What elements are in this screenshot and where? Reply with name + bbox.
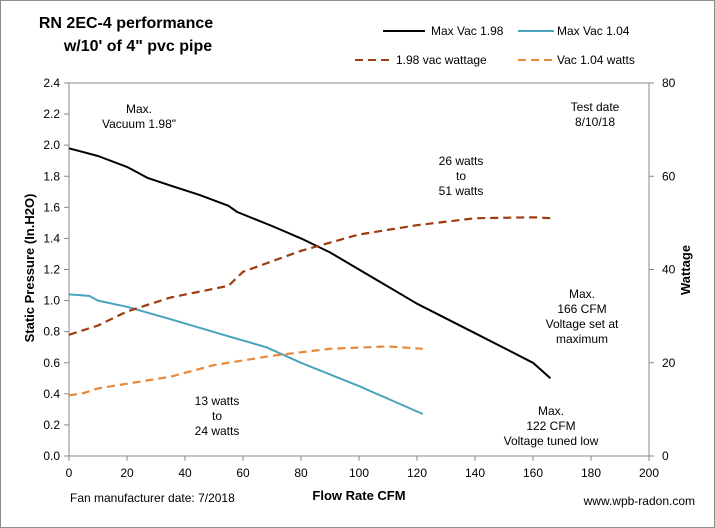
y-tick-label: 2.2 (43, 107, 60, 121)
series-line-3 (68, 216, 551, 336)
y2-tick-label: 60 (662, 169, 676, 183)
y-tick-label: 0.4 (43, 387, 60, 401)
y-tick-label: 1.8 (43, 169, 60, 183)
x-tick-label: 200 (639, 466, 659, 480)
footer-website: www.wpb-radon.com (583, 494, 695, 508)
x-tick-label: 60 (236, 466, 250, 480)
annotation-line: 51 watts (439, 184, 484, 198)
y-tick-label: 0.2 (43, 418, 60, 432)
x-tick-label: 80 (294, 466, 308, 480)
annotation-line: maximum (556, 332, 608, 346)
x-tick-label: 120 (407, 466, 427, 480)
chart-title-line-1: RN 2EC-4 performance (39, 15, 213, 32)
series-line-1 (68, 147, 552, 380)
annotation-line: to (456, 169, 466, 183)
y-tick-label: 0.0 (43, 449, 60, 463)
annotation-line: 13 watts (195, 394, 240, 408)
chart-title-line-2: w/10' of 4" pvc pipe (63, 38, 212, 55)
y-tick-label: 0.8 (43, 325, 60, 339)
y2-axis-label: Wattage (678, 245, 693, 295)
annotation-line: 24 watts (195, 424, 240, 438)
annotation-line: Voltage set at (546, 317, 619, 331)
y-tick-label: 1.0 (43, 294, 60, 308)
annotation-line: Voltage tuned low (504, 434, 599, 448)
annotation-4: Max. 166 CFM Voltage set at maximum (546, 287, 619, 346)
y-tick-label: 1.2 (43, 263, 60, 277)
legend-label-2: Max Vac 1.04 (557, 24, 630, 38)
y2-tick-label: 0 (662, 449, 669, 463)
annotation-line: 166 CFM (557, 302, 606, 316)
annotation-3: 26 watts to 51 watts (439, 154, 484, 198)
y2-tick-label: 80 (662, 76, 676, 90)
legend-label-3: 1.98 vac wattage (396, 53, 487, 67)
x-tick-label: 180 (581, 466, 601, 480)
y-tick-label: 1.4 (43, 231, 60, 245)
series-line-2 (68, 293, 424, 415)
annotation-1: Max. Vacuum 1.98" (102, 102, 176, 131)
x-tick-label: 20 (120, 466, 134, 480)
x-axis-label: Flow Rate CFM (312, 488, 405, 503)
y-tick-label: 0.6 (43, 356, 60, 370)
annotation-6: Max. 122 CFM Voltage tuned low (504, 404, 599, 448)
x-tick-label: 0 (66, 466, 73, 480)
x-tick-label: 100 (349, 466, 369, 480)
legend-label-4: Vac 1.04 watts (557, 53, 635, 67)
y2-tick-label: 40 (662, 263, 676, 277)
annotation-line: Vacuum 1.98" (102, 117, 176, 131)
annotation-5: 13 watts to 24 watts (195, 394, 240, 438)
x-tick-label: 140 (465, 466, 485, 480)
y-axis-label: Static Pressure (In.H2O) (22, 194, 37, 343)
y-tick-label: 1.6 (43, 200, 60, 214)
annotation-2: Test date 8/10/18 (571, 100, 620, 129)
annotation-line: Max. (569, 287, 595, 301)
y2-tick-label: 20 (662, 356, 676, 370)
annotation-line: 26 watts (439, 154, 484, 168)
annotation-line: to (212, 409, 222, 423)
annotation-line: 8/10/18 (575, 115, 615, 129)
y-tick-label: 2.4 (43, 76, 60, 90)
annotation-line: Max. (126, 102, 152, 116)
annotation-line: 122 CFM (526, 419, 575, 433)
annotation-line: Test date (571, 100, 620, 114)
y-tick-label: 2.0 (43, 138, 60, 152)
annotation-line: Max. (538, 404, 564, 418)
x-tick-label: 160 (523, 466, 543, 480)
x-tick-label: 40 (178, 466, 192, 480)
legend-label-1: Max Vac 1.98 (431, 24, 504, 38)
footer-manufacturer-date: Fan manufacturer date: 7/2018 (70, 491, 235, 505)
